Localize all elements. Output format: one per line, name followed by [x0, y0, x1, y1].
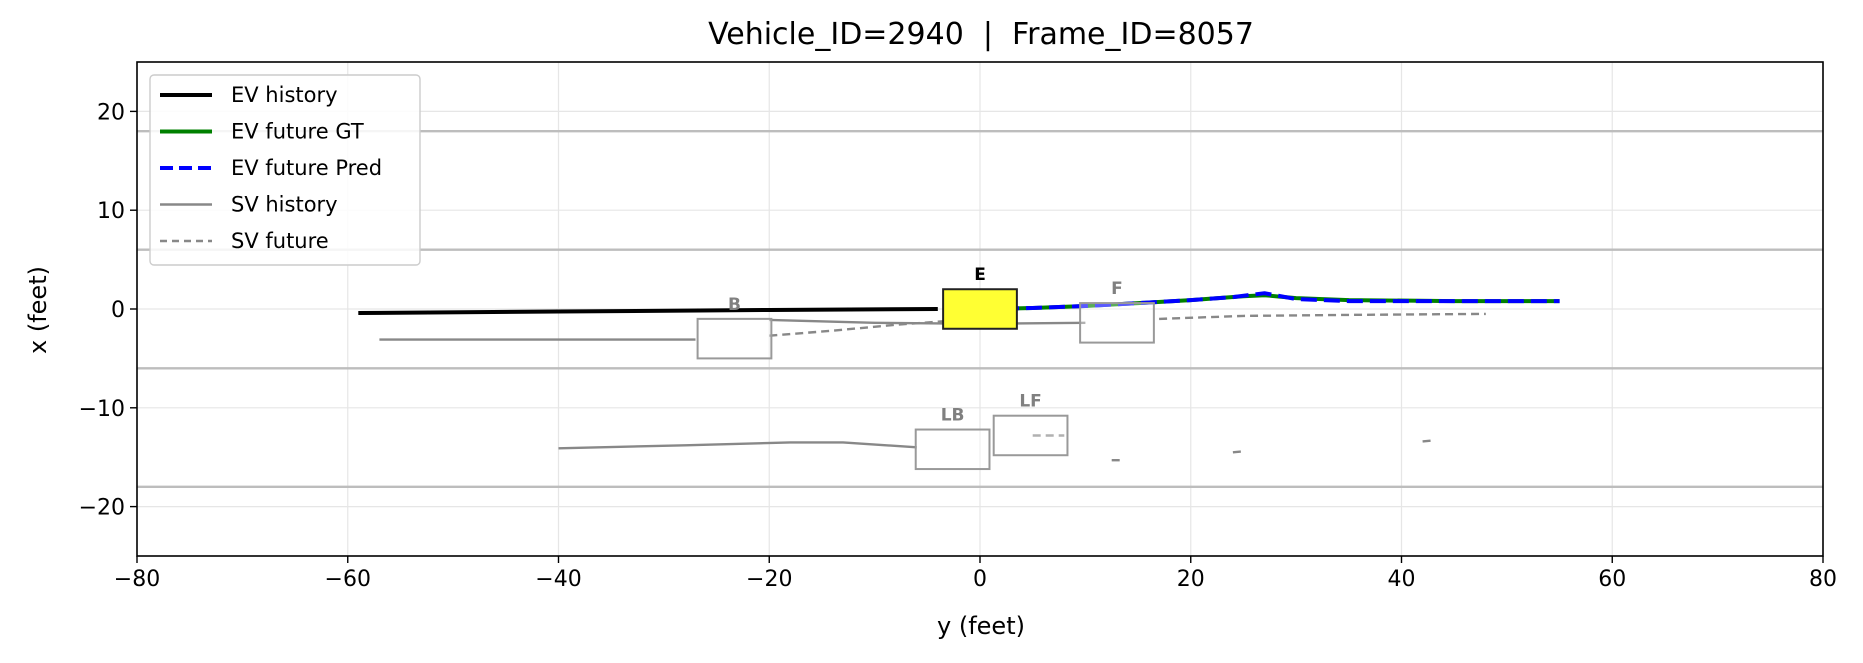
vehicle-label-lf: LF [1019, 392, 1041, 412]
legend-label: SV future [231, 229, 329, 253]
vehicle-box-b [696, 317, 773, 360]
legend-label: EV future Pred [231, 156, 382, 180]
x-tick-label: −80 [114, 567, 160, 592]
legend-label: EV history [231, 83, 338, 107]
chart-title: Vehicle_ID=2940 | Frame_ID=8057 [708, 17, 1254, 52]
x-tick-label: 40 [1388, 567, 1416, 592]
y-tick-label: 10 [97, 199, 125, 224]
x-tick-label: −20 [746, 567, 792, 592]
plot-area: E B F LB LF −80 −60 −40 −20 0 20 40 60 80 −20 −10 0 10 20 [79, 61, 1837, 592]
legend-label: EV future GT [231, 120, 364, 144]
y-tick-label: −10 [79, 397, 125, 422]
legend-label: SV history [231, 193, 338, 217]
sv-future-line [1159, 312, 1486, 321]
legend: EV history EV future GT EV future Pred SV h… [149, 74, 421, 266]
vehicle-label-lb: LB [941, 406, 965, 426]
vehicle-label-b: B [728, 295, 741, 315]
x-axis-title: y (feet) [937, 612, 1025, 640]
x-tick-label: 0 [973, 567, 987, 592]
vehicle-box-f [1079, 302, 1155, 344]
x-tick-label: −60 [325, 567, 371, 592]
y-tick-label: −20 [79, 496, 125, 521]
sv-history-line [769, 318, 1086, 325]
sv-future-line [769, 319, 949, 337]
x-tick-label: 60 [1598, 567, 1626, 592]
sv-history-line [558, 441, 917, 450]
y-tick-label: 20 [97, 100, 125, 125]
y-axis-title: x (feet) [24, 266, 52, 354]
y-tick-label: 0 [111, 298, 125, 323]
legend-frame [149, 74, 421, 266]
vehicle-label-f: F [1111, 279, 1123, 299]
ev-history-line [358, 307, 938, 315]
vehicle-box-lb [914, 428, 991, 471]
vehicle-box-e [942, 288, 1018, 330]
vehicle-label-e: E [974, 265, 986, 285]
sv-future-line [1232, 450, 1244, 454]
ev-future-pred-line [979, 291, 1560, 311]
x-tick-label: 20 [1177, 567, 1205, 592]
x-tick-label: −40 [535, 567, 581, 592]
sv-future-line [1422, 439, 1434, 443]
x-tick-label: 80 [1809, 567, 1837, 592]
vehicle-box-lf [992, 414, 1069, 457]
